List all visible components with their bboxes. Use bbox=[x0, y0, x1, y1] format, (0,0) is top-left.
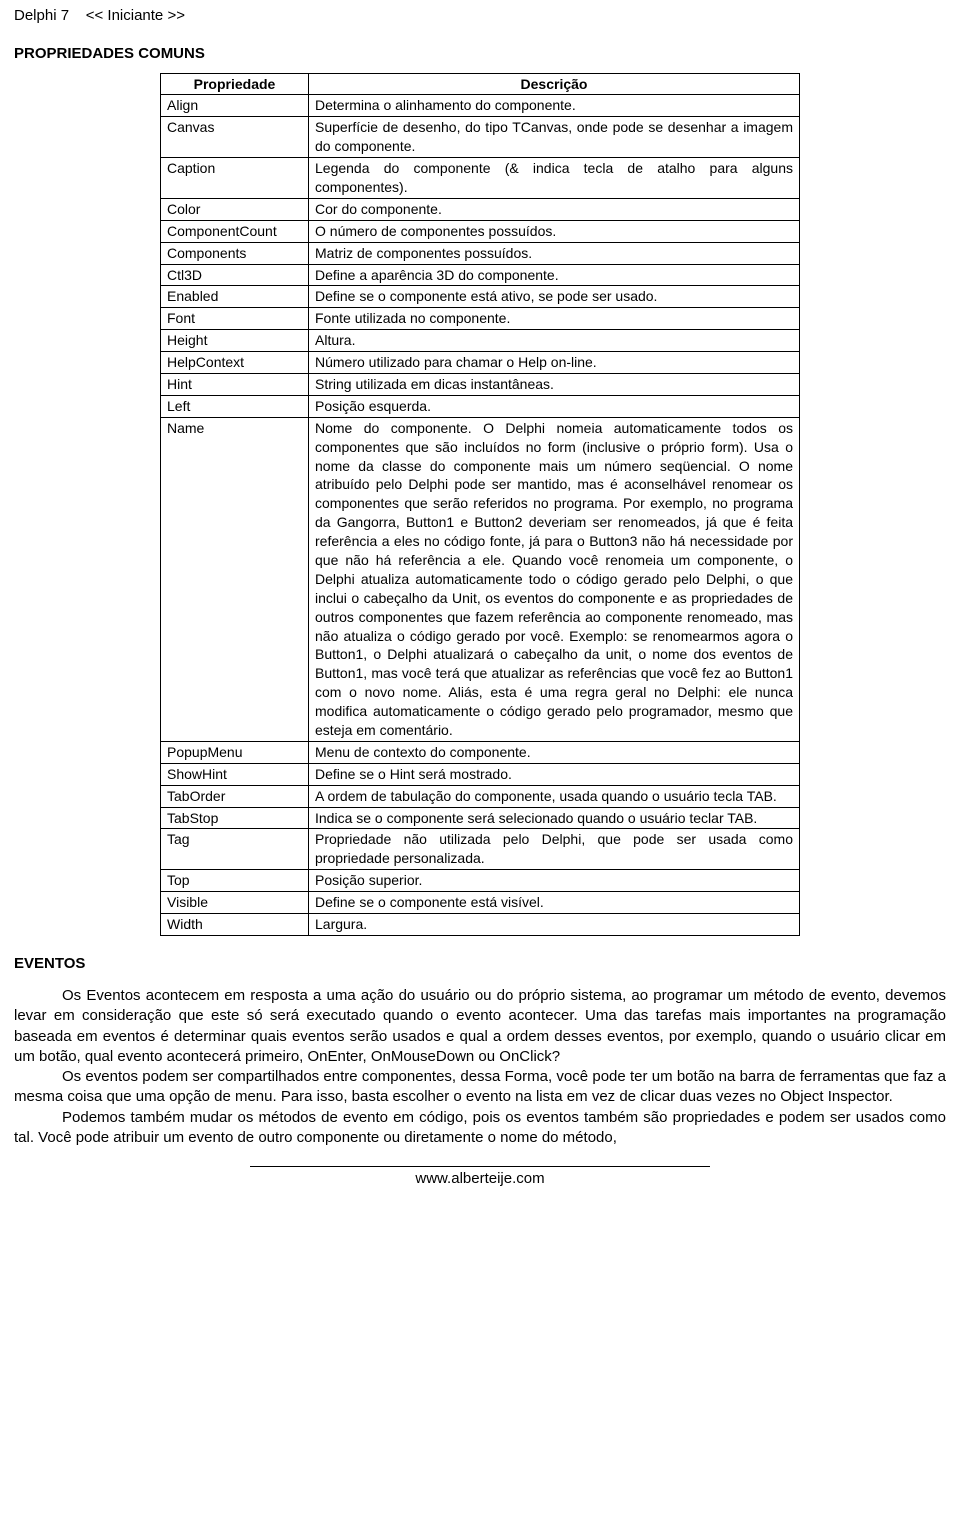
properties-table: Propriedade Descrição AlignDetermina o a… bbox=[160, 73, 800, 936]
property-name-cell: Height bbox=[161, 330, 309, 352]
table-header-row: Propriedade Descrição bbox=[161, 73, 800, 95]
property-name-cell: Tag bbox=[161, 829, 309, 870]
page: Delphi 7 << Iniciante >> PROPRIEDADES CO… bbox=[0, 0, 960, 1209]
property-name-cell: Ctl3D bbox=[161, 264, 309, 286]
property-name-cell: Name bbox=[161, 417, 309, 741]
table-row: LeftPosição esquerda. bbox=[161, 395, 800, 417]
table-row: AlignDetermina o alinhamento do componen… bbox=[161, 95, 800, 117]
property-name-cell: Color bbox=[161, 198, 309, 220]
property-name-cell: Width bbox=[161, 914, 309, 936]
eventos-body: Os Eventos acontecem em resposta a uma a… bbox=[14, 986, 946, 1148]
product-name: Delphi 7 bbox=[14, 7, 69, 24]
property-name-cell: Align bbox=[161, 95, 309, 117]
property-desc-cell: Superfície de desenho, do tipo TCanvas, … bbox=[309, 117, 800, 158]
table-row: PopupMenuMenu de contexto do componente. bbox=[161, 741, 800, 763]
table-row: TabOrderA ordem de tabulação do componen… bbox=[161, 785, 800, 807]
property-name-cell: HelpContext bbox=[161, 352, 309, 374]
property-name-cell: Caption bbox=[161, 158, 309, 199]
page-header: Delphi 7 << Iniciante >> bbox=[14, 6, 946, 26]
section-title-eventos: EVENTOS bbox=[14, 954, 946, 974]
property-name-cell: ComponentCount bbox=[161, 220, 309, 242]
property-name-cell: TabOrder bbox=[161, 785, 309, 807]
table-row: Ctl3DDefine a aparência 3D do componente… bbox=[161, 264, 800, 286]
property-desc-cell: Número utilizado para chamar o Help on-l… bbox=[309, 352, 800, 374]
table-row: HeightAltura. bbox=[161, 330, 800, 352]
property-name-cell: Font bbox=[161, 308, 309, 330]
table-row: TabStopIndica se o componente será selec… bbox=[161, 807, 800, 829]
table-row: ColorCor do componente. bbox=[161, 198, 800, 220]
property-desc-cell: Largura. bbox=[309, 914, 800, 936]
table-row: CanvasSuperfície de desenho, do tipo TCa… bbox=[161, 117, 800, 158]
paragraph: Os eventos podem ser compartilhados entr… bbox=[14, 1067, 946, 1108]
property-name-cell: Enabled bbox=[161, 286, 309, 308]
property-desc-cell: Posição esquerda. bbox=[309, 395, 800, 417]
table-row: ComponentsMatriz de componentes possuído… bbox=[161, 242, 800, 264]
property-name-cell: Left bbox=[161, 395, 309, 417]
property-name-cell: Top bbox=[161, 870, 309, 892]
property-desc-cell: Posição superior. bbox=[309, 870, 800, 892]
property-desc-cell: Cor do componente. bbox=[309, 198, 800, 220]
section-title-properties: PROPRIEDADES COMUNS bbox=[14, 44, 946, 64]
properties-table-wrap: Propriedade Descrição AlignDetermina o a… bbox=[14, 73, 946, 936]
property-desc-cell: Fonte utilizada no componente. bbox=[309, 308, 800, 330]
property-desc-cell: Define se o componente está visível. bbox=[309, 892, 800, 914]
property-desc-cell: Determina o alinhamento do componente. bbox=[309, 95, 800, 117]
table-row: ShowHintDefine se o Hint será mostrado. bbox=[161, 763, 800, 785]
property-desc-cell: Define a aparência 3D do componente. bbox=[309, 264, 800, 286]
th-propriedade: Propriedade bbox=[161, 73, 309, 95]
property-desc-cell: Define se o Hint será mostrado. bbox=[309, 763, 800, 785]
table-row: TagPropriedade não utilizada pelo Delphi… bbox=[161, 829, 800, 870]
property-desc-cell: String utilizada em dicas instantâneas. bbox=[309, 373, 800, 395]
paragraph: Podemos também mudar os métodos de event… bbox=[14, 1108, 946, 1149]
property-desc-cell: Nome do componente. O Delphi nomeia auto… bbox=[309, 417, 800, 741]
property-desc-cell: Indica se o componente será selecionado … bbox=[309, 807, 800, 829]
table-row: TopPosição superior. bbox=[161, 870, 800, 892]
property-name-cell: Hint bbox=[161, 373, 309, 395]
property-desc-cell: A ordem de tabulação do componente, usad… bbox=[309, 785, 800, 807]
property-desc-cell: Menu de contexto do componente. bbox=[309, 741, 800, 763]
property-name-cell: TabStop bbox=[161, 807, 309, 829]
property-desc-cell: O número de componentes possuídos. bbox=[309, 220, 800, 242]
table-row: HintString utilizada em dicas instantâne… bbox=[161, 373, 800, 395]
property-desc-cell: Matriz de componentes possuídos. bbox=[309, 242, 800, 264]
property-name-cell: PopupMenu bbox=[161, 741, 309, 763]
paragraph: Os Eventos acontecem em resposta a uma a… bbox=[14, 986, 946, 1067]
table-row: VisibleDefine se o componente está visív… bbox=[161, 892, 800, 914]
property-name-cell: ShowHint bbox=[161, 763, 309, 785]
table-row: CaptionLegenda do componente (& indica t… bbox=[161, 158, 800, 199]
breadcrumb: << Iniciante >> bbox=[86, 7, 185, 24]
table-row: WidthLargura. bbox=[161, 914, 800, 936]
table-row: ComponentCountO número de componentes po… bbox=[161, 220, 800, 242]
table-row: NameNome do componente. O Delphi nomeia … bbox=[161, 417, 800, 741]
property-name-cell: Components bbox=[161, 242, 309, 264]
th-descricao: Descrição bbox=[309, 73, 800, 95]
property-name-cell: Canvas bbox=[161, 117, 309, 158]
property-name-cell: Visible bbox=[161, 892, 309, 914]
property-desc-cell: Legenda do componente (& indica tecla de… bbox=[309, 158, 800, 199]
table-row: HelpContextNúmero utilizado para chamar … bbox=[161, 352, 800, 374]
table-row: FontFonte utilizada no componente. bbox=[161, 308, 800, 330]
footer-url: www.alberteije.com bbox=[250, 1166, 710, 1189]
property-desc-cell: Propriedade não utilizada pelo Delphi, q… bbox=[309, 829, 800, 870]
property-desc-cell: Define se o componente está ativo, se po… bbox=[309, 286, 800, 308]
table-row: EnabledDefine se o componente está ativo… bbox=[161, 286, 800, 308]
property-desc-cell: Altura. bbox=[309, 330, 800, 352]
